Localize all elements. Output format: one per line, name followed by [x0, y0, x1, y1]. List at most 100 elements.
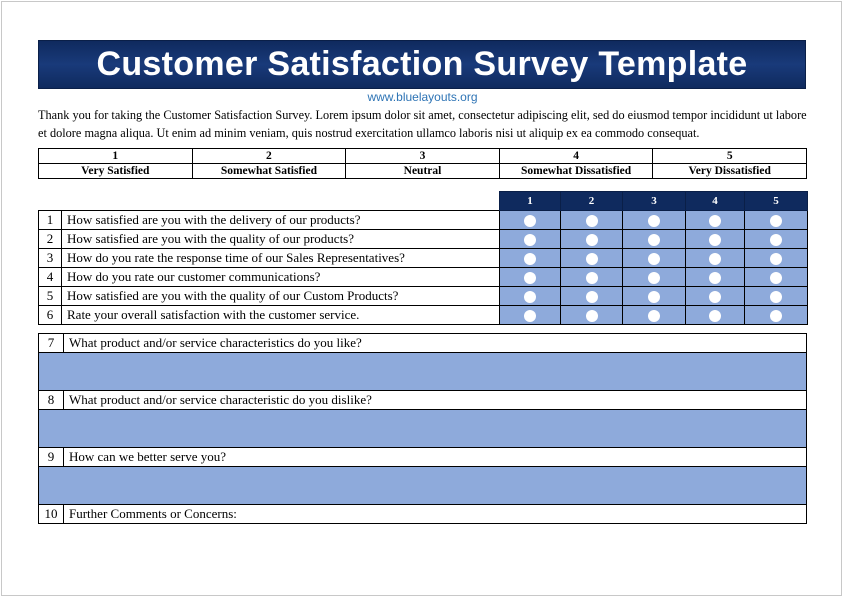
radio-button[interactable] [709, 214, 721, 227]
scale-label: Neutral [345, 163, 500, 179]
question-number: 1 [38, 209, 62, 230]
radio-button[interactable] [709, 252, 721, 265]
scale-label: Somewhat Dissatisfied [498, 163, 654, 179]
rating-option-2[interactable] [560, 304, 623, 325]
question-row: 4 How do you rate our customer communica… [38, 266, 808, 287]
radio-button[interactable] [770, 290, 782, 303]
radio-button[interactable] [770, 309, 782, 322]
radio-button[interactable] [648, 271, 660, 284]
question-row: 3 How do you rate the response time of o… [38, 247, 808, 268]
radio-button[interactable] [585, 309, 598, 322]
rating-option-1[interactable] [499, 228, 561, 249]
scale-number: 5 [652, 148, 807, 164]
question-row: 1 How satisfied are you with the deliver… [38, 209, 808, 230]
radio-button[interactable] [709, 309, 721, 322]
radio-button[interactable] [524, 309, 536, 322]
scale-number: 4 [498, 148, 654, 164]
question-text: How do you rate our customer communicati… [61, 266, 500, 287]
rating-option-4[interactable] [685, 266, 745, 287]
website-link[interactable]: www.bluelayouts.org [367, 90, 478, 104]
question-text: What product and/or service characterist… [63, 333, 807, 353]
rating-option-1[interactable] [499, 266, 561, 287]
answer-row [38, 352, 807, 391]
rating-option-3[interactable] [622, 266, 686, 287]
radio-button[interactable] [585, 290, 598, 303]
radio-button[interactable] [770, 271, 782, 284]
rating-option-2[interactable] [560, 266, 623, 287]
rating-option-5[interactable] [744, 304, 808, 325]
intro-text: Thank you for taking the Customer Satisf… [38, 108, 807, 140]
radio-button[interactable] [648, 252, 660, 265]
radio-button[interactable] [770, 233, 782, 246]
rating-option-2[interactable] [560, 209, 623, 230]
radio-button[interactable] [524, 271, 536, 284]
question-text: How satisfied are you with the delivery … [61, 209, 500, 230]
radio-button[interactable] [770, 252, 782, 265]
rating-option-3[interactable] [622, 209, 686, 230]
rating-option-4[interactable] [685, 247, 745, 268]
radio-button[interactable] [524, 233, 536, 246]
scale-label: Very Satisfied [38, 163, 193, 179]
rating-option-5[interactable] [744, 266, 808, 287]
radio-button[interactable] [709, 290, 721, 303]
scale-labels-row: Very Satisfied Somewhat Satisfied Neutra… [38, 163, 807, 179]
rating-option-1[interactable] [499, 209, 561, 230]
question-text: Further Comments or Concerns: [63, 504, 807, 524]
rating-option-5[interactable] [744, 228, 808, 249]
radio-button[interactable] [709, 271, 721, 284]
open-question-row: 8 What product and/or service characteri… [38, 390, 807, 410]
rating-option-5[interactable] [744, 209, 808, 230]
rating-option-5[interactable] [744, 247, 808, 268]
scale-number: 3 [345, 148, 500, 164]
rating-option-4[interactable] [685, 228, 745, 249]
rating-option-4[interactable] [685, 209, 745, 230]
radio-button[interactable] [524, 214, 536, 227]
question-number: 5 [38, 285, 62, 306]
rating-option-2[interactable] [560, 247, 623, 268]
question-row: 6 Rate your overall satisfaction with th… [38, 304, 808, 325]
question-number: 9 [38, 447, 64, 467]
rating-option-3[interactable] [622, 285, 686, 306]
rating-option-4[interactable] [685, 304, 745, 325]
radio-button[interactable] [585, 233, 598, 246]
rating-column-header: 4 [685, 191, 745, 211]
radio-button[interactable] [648, 309, 660, 322]
radio-button[interactable] [648, 290, 660, 303]
rating-column-header: 5 [744, 191, 808, 211]
radio-button[interactable] [585, 214, 598, 227]
radio-button[interactable] [585, 252, 598, 265]
radio-button[interactable] [648, 233, 660, 246]
rating-option-1[interactable] [499, 304, 561, 325]
rating-option-1[interactable] [499, 285, 561, 306]
rating-header-row: 1 2 3 4 5 [39, 191, 808, 211]
radio-button[interactable] [524, 290, 536, 303]
open-questions-table: 7 What product and/or service characteri… [38, 333, 807, 524]
question-text: What product and/or service characterist… [63, 390, 807, 410]
question-number: 3 [38, 247, 62, 268]
radio-button[interactable] [524, 252, 536, 265]
rating-option-3[interactable] [622, 228, 686, 249]
question-row: 2 How satisfied are you with the quality… [38, 228, 808, 249]
answer-field[interactable] [38, 466, 807, 505]
rating-option-3[interactable] [622, 304, 686, 325]
rating-option-1[interactable] [499, 247, 561, 268]
open-question-row: 10 Further Comments or Concerns: [38, 504, 807, 524]
rating-option-2[interactable] [560, 228, 623, 249]
rating-option-5[interactable] [744, 285, 808, 306]
radio-button[interactable] [770, 214, 782, 227]
question-text: How can we better serve you? [63, 447, 807, 467]
rating-option-4[interactable] [685, 285, 745, 306]
scale-label: Very Dissatisfied [652, 163, 807, 179]
rating-option-3[interactable] [622, 247, 686, 268]
question-row: 5 How satisfied are you with the quality… [38, 285, 808, 306]
answer-field[interactable] [38, 352, 807, 391]
radio-button[interactable] [709, 233, 721, 246]
rating-option-2[interactable] [560, 285, 623, 306]
question-text: How do you rate the response time of our… [61, 247, 500, 268]
answer-field[interactable] [38, 409, 807, 448]
radio-button[interactable] [585, 271, 598, 284]
question-text: Rate your overall satisfaction with the … [61, 304, 500, 325]
answer-row [38, 409, 807, 448]
radio-button[interactable] [648, 214, 660, 227]
